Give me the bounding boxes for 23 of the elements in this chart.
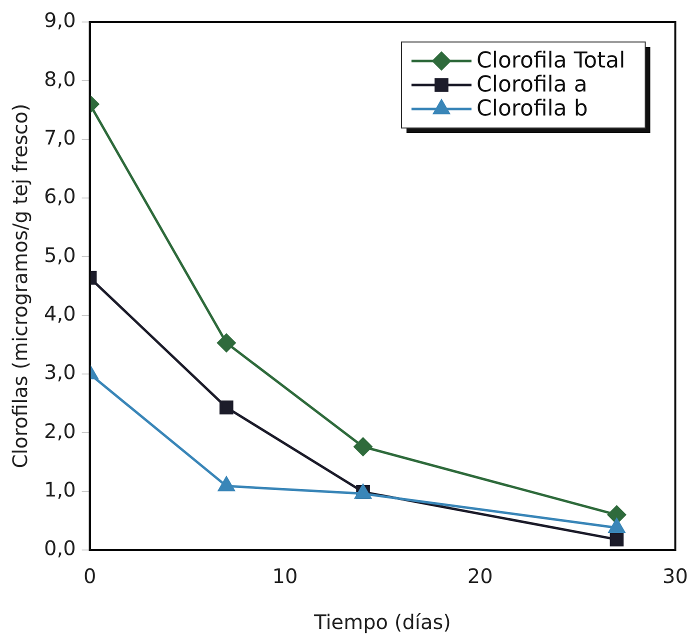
point: [354, 437, 372, 456]
legend-label: Clorofila b: [476, 96, 588, 122]
y-tick-label: 7,0: [44, 126, 76, 150]
y-tick-label: 0,0: [44, 536, 76, 560]
x-tick-label: 30: [662, 564, 688, 588]
y-tick-label: 4,0: [44, 302, 76, 326]
y-tick-label: 6,0: [44, 184, 76, 208]
x-axis-title: Tiempo (días): [313, 610, 451, 634]
y-axis-title: Clorofilas (microgramos/g tej fresco): [8, 104, 32, 468]
y-tick-label: 9,0: [44, 8, 76, 32]
y-tick-label: 8,0: [44, 66, 76, 91]
point: [217, 334, 236, 352]
legend-label: Clorofila a: [476, 72, 588, 98]
x-tick-label: 20: [467, 564, 493, 588]
y-tick-label: 1,0: [44, 478, 76, 502]
x-tick-label: 10: [272, 564, 298, 588]
x-tick-label: 0: [83, 564, 96, 588]
legend-label: Clorofila Total: [476, 48, 626, 74]
y-tick-label: 3,0: [44, 360, 76, 384]
y-tick-label: 5,0: [44, 242, 76, 267]
y-tick-label: 2,0: [44, 418, 76, 443]
point: [610, 532, 624, 546]
point: [220, 400, 234, 414]
